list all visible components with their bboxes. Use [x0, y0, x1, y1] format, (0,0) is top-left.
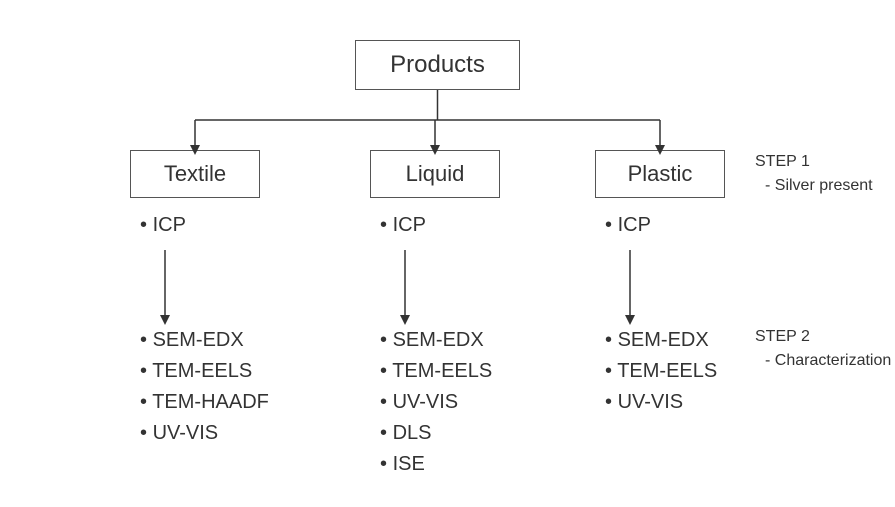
- list-item: UV-VIS: [605, 387, 717, 418]
- list-item: ICP: [605, 210, 651, 241]
- list-item: TEM-EELS: [140, 356, 269, 387]
- step2-annotation: STEP 2 - Characterization: [755, 325, 891, 373]
- node-liquid-label: Liquid: [406, 161, 465, 187]
- node-plastic-label: Plastic: [628, 161, 693, 187]
- step1-sub: - Silver present: [755, 174, 873, 198]
- list-item: TEM-HAADF: [140, 387, 269, 418]
- step2-sub: - Characterization: [755, 349, 891, 373]
- root-label: Products: [390, 51, 485, 79]
- list-item: DLS: [380, 418, 492, 449]
- list-item: TEM-EELS: [380, 356, 492, 387]
- plastic-step2-list: SEM-EDXTEM-EELSUV-VIS: [605, 325, 717, 418]
- step2-title: STEP 2: [755, 325, 891, 349]
- list-item: ICP: [380, 210, 426, 241]
- plastic-step1-list: ICP: [605, 210, 651, 241]
- list-item: ISE: [380, 449, 492, 480]
- node-textile: Textile: [130, 150, 260, 198]
- list-item: SEM-EDX: [605, 325, 717, 356]
- textile-step2-list: SEM-EDXTEM-EELSTEM-HAADFUV-VIS: [140, 325, 269, 449]
- root-node: Products: [355, 40, 520, 90]
- step1-title: STEP 1: [755, 150, 873, 174]
- liquid-step1-list: ICP: [380, 210, 426, 241]
- list-item: TEM-EELS: [605, 356, 717, 387]
- list-item: ICP: [140, 210, 186, 241]
- textile-step1-list: ICP: [140, 210, 186, 241]
- node-textile-label: Textile: [164, 161, 226, 187]
- list-item: SEM-EDX: [380, 325, 492, 356]
- node-plastic: Plastic: [595, 150, 725, 198]
- list-item: SEM-EDX: [140, 325, 269, 356]
- node-liquid: Liquid: [370, 150, 500, 198]
- list-item: UV-VIS: [140, 418, 269, 449]
- list-item: UV-VIS: [380, 387, 492, 418]
- liquid-step2-list: SEM-EDXTEM-EELSUV-VISDLSISE: [380, 325, 492, 480]
- step1-annotation: STEP 1 - Silver present: [755, 150, 873, 198]
